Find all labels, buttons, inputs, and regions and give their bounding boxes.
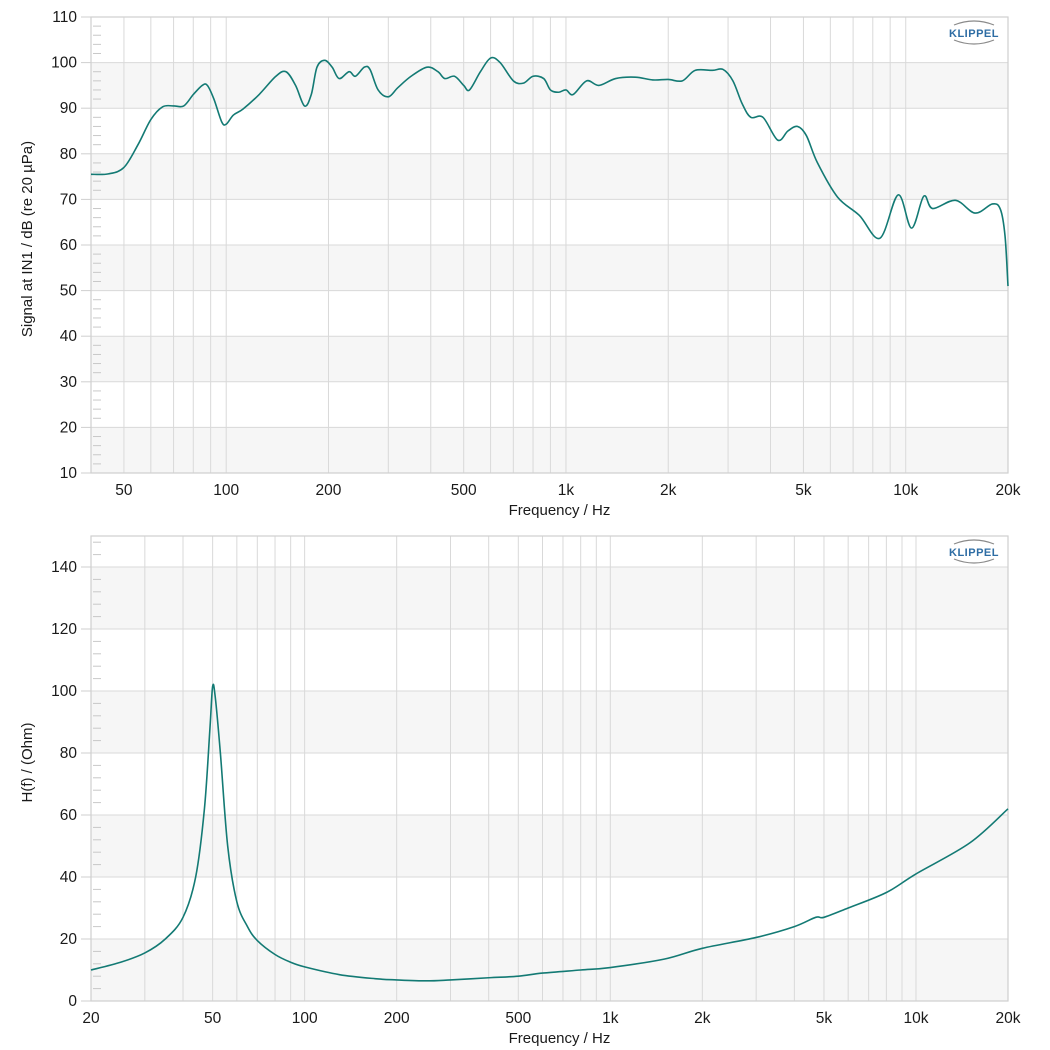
data-curve [90,56,1009,287]
x-tick-label: 500 [451,482,477,499]
y-axis: 0 20 40 60 80 100 120 140 [51,541,101,1010]
y-tick-label: 70 [60,191,78,208]
x-axis-title: Frequency / Hz [509,1030,611,1047]
x-tick-label: 10k [903,1010,928,1027]
y-tick-label: 20 [60,931,78,948]
x-tick-label: 200 [316,482,342,499]
x-tick-label: 1k [558,482,575,499]
background-bands [91,567,1008,1001]
x-axis: 20 50 100 200 500 1k 2k 5k 10k 20k [82,1010,1020,1027]
x-tick-label: 50 [115,482,133,499]
svg-text:KLIPPEL: KLIPPEL [949,547,999,559]
x-tick-label: 5k [795,482,812,499]
klippel-logo: KLIPPEL [949,20,999,45]
x-tick-label: 20 [82,1010,100,1027]
x-tick-label: 2k [660,482,677,499]
y-tick-label: 0 [68,993,77,1010]
y-tick-label: 80 [60,146,78,163]
klippel-logo: KLIPPEL [949,539,999,564]
y-axis-title: Signal at IN1 / dB (re 20 µPa) [19,141,36,337]
y-tick-label: 10 [60,465,78,482]
x-tick-label: 10k [893,482,918,499]
data-curve [90,683,1009,982]
y-axis-title: H(f) / (Ohm) [19,723,36,803]
y-tick-label: 60 [60,807,78,824]
x-tick-label: 1k [602,1010,619,1027]
x-tick-label: 200 [384,1010,410,1027]
y-tick-label: 100 [51,683,77,700]
background-bands [91,62,1008,473]
x-axis: 50 100 200 500 1k 2k 5k 10k 20k [115,482,1020,499]
y-tick-label: 120 [51,621,77,638]
y-tick-label: 40 [60,328,78,345]
y-tick-label: 40 [60,869,78,886]
y-tick-label: 50 [60,283,78,300]
y-tick-label: 60 [60,237,78,254]
y-tick-label: 20 [60,419,78,436]
y-tick-label: 140 [51,559,77,576]
spl-chart: 10 20 30 40 50 60 70 80 90 100 110 50 100 200 500 1k 2k 5… [19,9,1021,519]
x-tick-label: 100 [292,1010,318,1027]
svg-text:KLIPPEL: KLIPPEL [949,28,999,40]
y-axis: 10 20 30 40 50 60 70 80 90 100 110 [51,9,101,482]
y-tick-label: 110 [52,9,77,26]
x-tick-label: 5k [816,1010,833,1027]
x-tick-label: 20k [996,1010,1021,1027]
y-tick-label: 90 [60,100,78,117]
x-axis-title: Frequency / Hz [509,502,611,519]
x-tick-label: 2k [694,1010,711,1027]
grid-lines [91,17,1008,473]
y-tick-label: 80 [60,745,78,762]
impedance-plot: 0 20 40 60 80 100 120 140 20 50 100 200 500 1k 2k 5k 10k… [19,535,1021,1047]
x-tick-label: 100 [213,482,239,499]
grid-lines [91,536,1008,1001]
x-tick-label: 50 [204,1010,222,1027]
plot-frame [90,535,1009,1002]
x-tick-label: 20k [996,482,1021,499]
y-tick-label: 100 [51,55,77,72]
impedance-chart: 0 20 40 60 80 100 120 140 20 50 100 200 500 1k 2k 5k 10k… [0,525,1050,1050]
y-tick-label: 30 [60,374,78,391]
x-tick-label: 500 [505,1010,531,1027]
